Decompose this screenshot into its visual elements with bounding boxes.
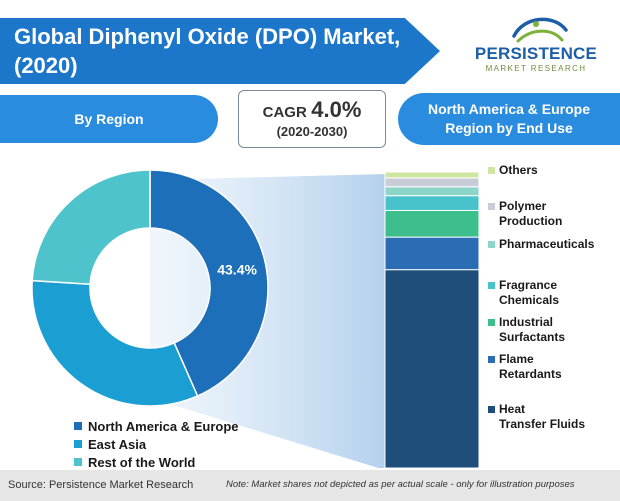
source-text: Source: Persistence Market Research (8, 479, 194, 491)
legend-swatch (74, 422, 82, 430)
stacked-legend-swatch (488, 167, 495, 174)
stacked-legend-label: Chemicals (499, 293, 559, 307)
end-use-title: North America & Europe Region by End Use (398, 93, 620, 145)
cagr-label: CAGR (262, 104, 307, 121)
donut-slice (31, 169, 151, 286)
chart-title: Global Diphenyl Oxide (DPO) Market, (202… (14, 24, 401, 78)
stacked-legend-label: Surfactants (499, 330, 565, 344)
stacked-legend-swatch (488, 282, 495, 289)
stacked-legend-label: Transfer Fluids (499, 417, 585, 431)
stacked-legend-swatch (488, 356, 495, 363)
legend-item: East Asia (74, 435, 239, 453)
logo-swirl-icon (512, 17, 568, 43)
stacked-legend-label: Production (499, 214, 562, 228)
legend-label: East Asia (88, 436, 147, 452)
logo-name: PERSISTENCE (474, 44, 598, 63)
stacked-bar-chart (384, 171, 480, 468)
legend-label: North America & Europe (88, 418, 239, 434)
donut-chart: 43.4% (31, 169, 269, 407)
note-text: Note: Market shares not depicted as per … (226, 479, 575, 490)
stacked-bar-segment (384, 195, 480, 211)
stacked-legend-label: Fragrance (499, 278, 557, 292)
stacked-legend-swatch (488, 406, 495, 413)
legend-item: North America & Europe (74, 417, 239, 435)
cagr-period: (2020-2030) (276, 124, 348, 139)
cagr-box: CAGR 4.0% (2020-2030) (238, 90, 386, 148)
legend-swatch (74, 440, 82, 448)
stacked-bar-segment (384, 236, 480, 271)
company-logo: PERSISTENCE MARKET RESEARCH (474, 10, 598, 80)
stacked-legend-label: Flame (499, 352, 534, 366)
legend-swatch (74, 458, 82, 466)
legend-item: Rest of the World (74, 453, 239, 471)
stacked-legend-label: Industrial (499, 315, 553, 329)
stacked-legend-swatch (488, 319, 495, 326)
stacked-bar-segment (384, 177, 480, 188)
donut-slice (149, 169, 269, 397)
stacked-legend-label: Retardants (499, 367, 562, 381)
stacked-bar-segment (384, 209, 480, 238)
title-banner (0, 18, 440, 84)
legend-label: Rest of the World (88, 454, 196, 470)
donut-slice (31, 279, 199, 407)
stacked-bar-segment (384, 186, 480, 197)
stacked-legend-label: Pharmaceuticals (499, 237, 595, 251)
stacked-legend-label: Others (499, 163, 538, 177)
stacked-legend-swatch (488, 241, 495, 248)
stacked-legend-label: Heat (499, 402, 525, 416)
donut-legend: North America & Europe East Asia Rest of… (74, 417, 239, 471)
cagr-value: 4.0% (311, 97, 362, 122)
stacked-bar-segment (384, 171, 480, 179)
stacked-legend-label: Polymer (499, 199, 547, 213)
stacked-bar-segment (384, 269, 480, 468)
footer: Source: Persistence Market Research Note… (0, 470, 620, 501)
donut-data-label: 43.4% (217, 262, 257, 278)
logo-subtitle: MARKET RESEARCH (485, 64, 587, 73)
by-region-label: By Region (0, 95, 218, 143)
stacked-legend-swatch (488, 203, 495, 210)
